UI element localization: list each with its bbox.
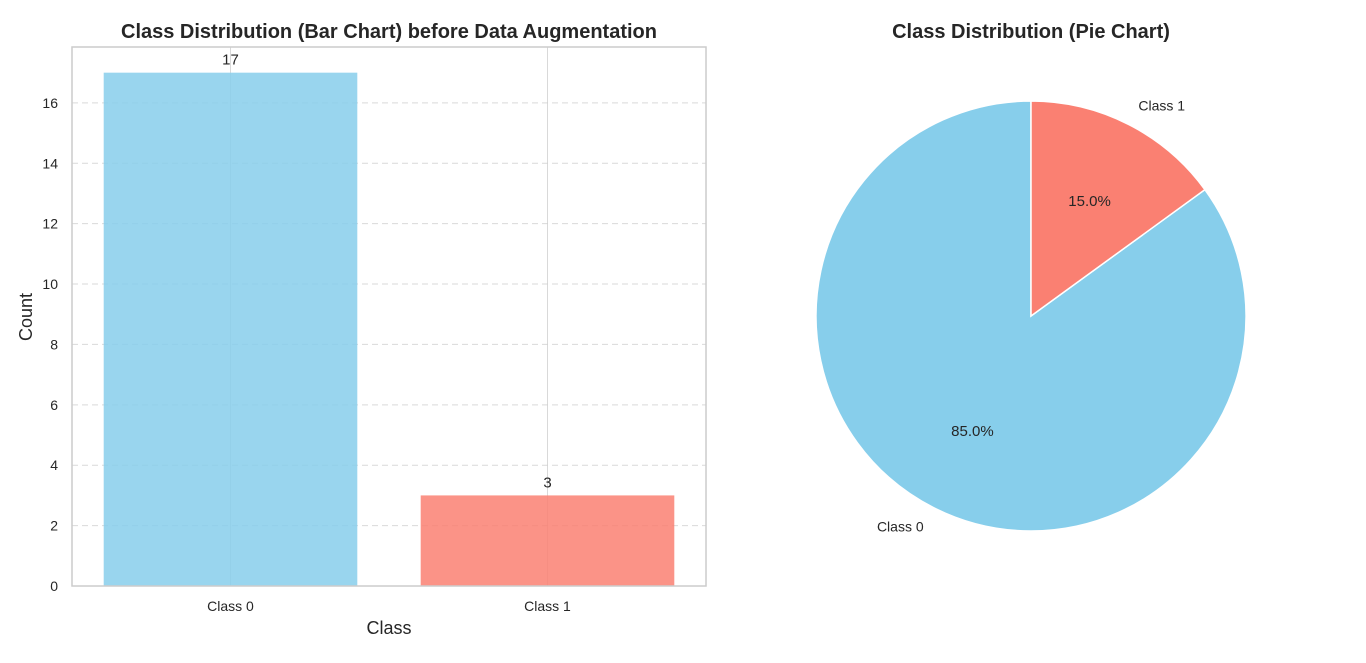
- pie-category-label-1: Class 1: [1138, 97, 1185, 113]
- bar-chart-x-axis-label: Class: [366, 618, 411, 638]
- bar-data-label-1: 3: [543, 474, 551, 491]
- pie-percent-label-0: 85.0%: [951, 423, 994, 440]
- bar-x-tick-label-0: Class 0: [207, 598, 254, 614]
- bar-chart-axes-frame: [71, 46, 707, 587]
- pie-category-label-0: Class 0: [877, 519, 924, 535]
- bar-chart-bars: 17 3: [103, 52, 675, 586]
- pie-percent-label-1: 15.0%: [1068, 193, 1111, 210]
- bar-y-tick-label: 2: [50, 518, 58, 534]
- pie-chart-title: Class Distribution (Pie Chart): [892, 21, 1170, 43]
- bar-chart-panel: Class Distribution (Bar Chart) before Da…: [16, 21, 707, 638]
- bar-y-tick-label: 10: [42, 276, 58, 292]
- bar-x-tick-label-1: Class 1: [524, 598, 571, 614]
- bar-y-tick-label: 4: [50, 457, 58, 473]
- bar-y-tick-label: 14: [42, 155, 58, 171]
- bar-chart-y-axis-label: Count: [16, 293, 36, 341]
- pie-chart-panel: Class Distribution (Pie Chart) 85.0% Clas…: [815, 21, 1247, 535]
- bar-chart-ticks: Class 0 Class 1 0 2 4 6 8 10 12 14 16: [42, 95, 571, 614]
- bar-0: [103, 72, 358, 586]
- bar-y-tick-label: 16: [42, 95, 58, 111]
- pie-slice-1: [1030, 100, 1206, 318]
- pie-chart-slices: [815, 100, 1247, 532]
- bar-y-tick-label: 8: [50, 336, 58, 352]
- bar-y-tick-label: 6: [50, 397, 58, 413]
- bar-chart-frame: [71, 46, 707, 587]
- pie-chart-labels: 85.0% Class 0 15.0% Class 1: [877, 97, 1185, 534]
- bar-y-tick-label: 0: [50, 578, 58, 594]
- bar-1: [420, 495, 675, 586]
- bar-chart-title: Class Distribution (Bar Chart) before Da…: [121, 21, 657, 43]
- bar-y-tick-label: 12: [42, 216, 58, 232]
- bar-data-label-0: 17: [222, 52, 239, 69]
